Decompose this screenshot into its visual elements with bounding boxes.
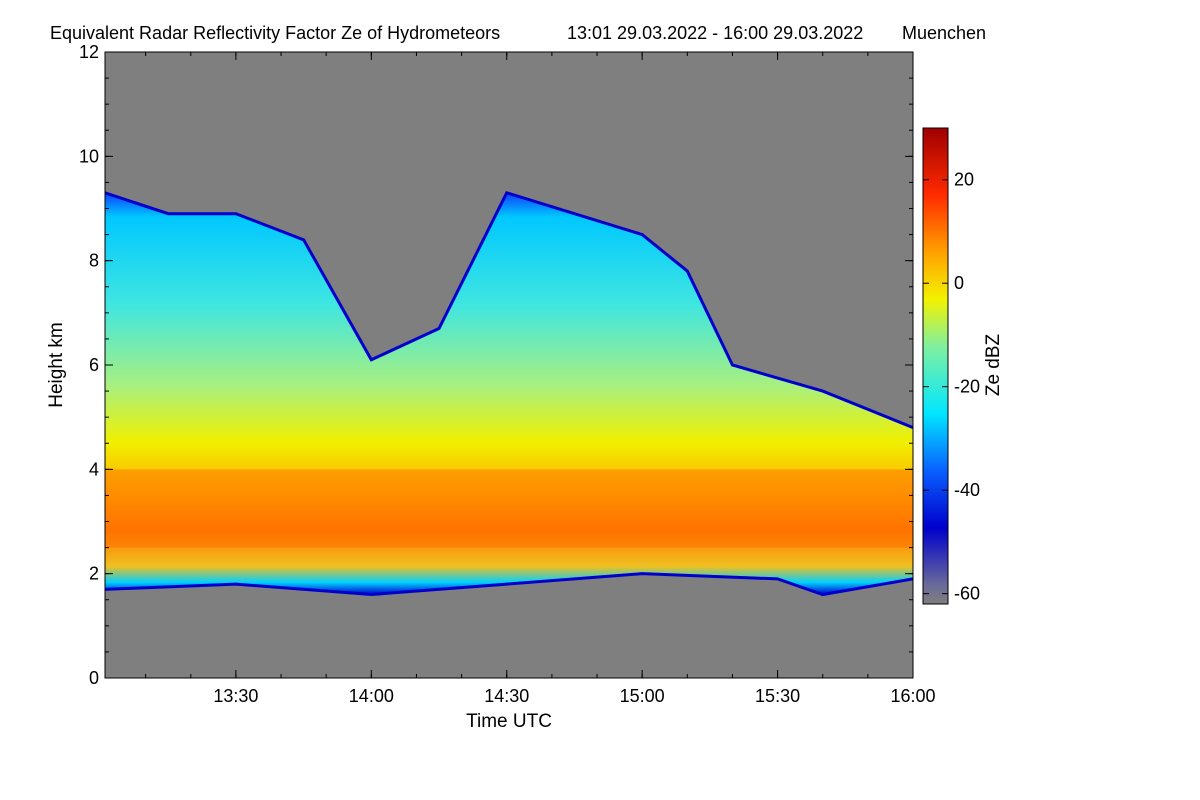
y-tick-label: 10 [79, 146, 99, 166]
x-tick-label: 15:00 [620, 686, 665, 706]
x-tick-label: 14:00 [349, 686, 394, 706]
colorbar-tick-label: -20 [954, 377, 980, 397]
echo-area [105, 192, 913, 595]
y-tick-label: 8 [89, 251, 99, 271]
x-axis-label: Time UTC [466, 711, 552, 732]
colorbar [922, 127, 949, 605]
chart-title: Equivalent Radar Reflectivity Factor Ze … [50, 23, 500, 43]
chart-location: Muenchen [902, 23, 986, 43]
echo-layer [105, 191, 913, 597]
y-tick-label: 0 [89, 668, 99, 688]
x-tick-label: 15:30 [755, 686, 800, 706]
colorbar-ticks: 20 0 -20 -40 -60 [923, 170, 980, 604]
cloud-top-edge [105, 191, 913, 429]
x-tick-label: 14:30 [484, 686, 529, 706]
y-tick-label: 2 [89, 564, 99, 584]
x-tick-label: 13:30 [213, 686, 258, 706]
x-tick-label: 16:00 [890, 686, 935, 706]
y-axis-label: Height km [46, 322, 67, 408]
y-tick-label: 4 [89, 459, 99, 479]
colorbar-tick-label: -40 [954, 480, 980, 500]
max-reflectivity-layer [105, 469, 913, 548]
colorbar-tick-label: 20 [954, 170, 974, 190]
x-axis: 13:30 14:00 14:30 15:00 15:30 16:00 [145, 52, 936, 706]
cloud-base-edge [105, 572, 913, 597]
colorbar-label: Ze dBZ [983, 333, 1004, 396]
y-tick-label: 6 [89, 355, 99, 375]
colorbar-tick-label: 0 [954, 273, 964, 293]
colorbar-tick-label: -60 [954, 584, 980, 604]
chart-time-range: 13:01 29.03.2022 - 16:00 29.03.2022 [567, 23, 863, 43]
y-tick-label: 12 [79, 42, 99, 62]
y-axis: 0 2 4 6 8 10 12 [79, 42, 913, 688]
